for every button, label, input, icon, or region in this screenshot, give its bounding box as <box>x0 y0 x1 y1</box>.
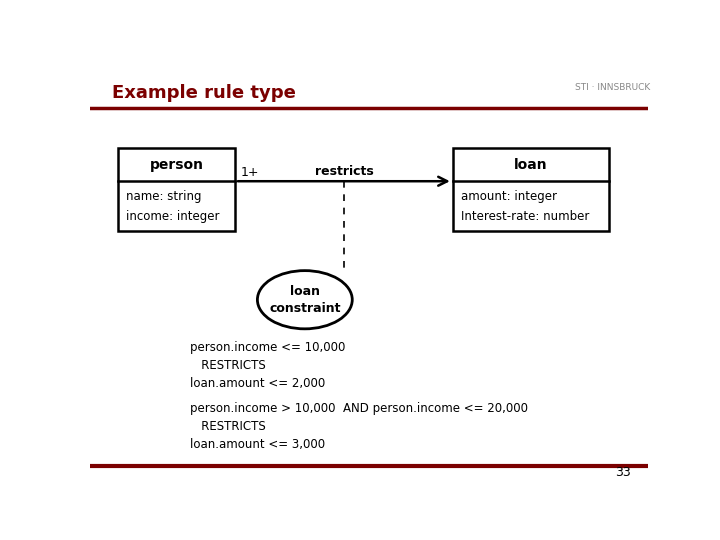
Text: person: person <box>150 158 204 172</box>
Text: name: string
income: integer: name: string income: integer <box>126 190 220 222</box>
Bar <box>118 148 235 231</box>
Text: person.income <= 10,000
   RESTRICTS
loan.amount <= 2,000: person.income <= 10,000 RESTRICTS loan.a… <box>190 341 346 390</box>
Ellipse shape <box>258 271 352 329</box>
Text: 33: 33 <box>616 465 631 478</box>
Text: Example rule type: Example rule type <box>112 84 296 102</box>
Text: 1+: 1+ <box>240 166 259 179</box>
Text: loan: loan <box>514 158 548 172</box>
Text: STI · INNSBRUCK: STI · INNSBRUCK <box>575 83 651 92</box>
Text: person.income > 10,000  AND person.income <= 20,000
   RESTRICTS
loan.amount <= : person.income > 10,000 AND person.income… <box>190 402 528 450</box>
Text: amount: integer
Interest-rate: number: amount: integer Interest-rate: number <box>461 190 590 222</box>
Text: restricts: restricts <box>315 165 373 178</box>
Bar <box>453 148 609 231</box>
Text: i: i <box>559 22 567 43</box>
Text: loan
constraint: loan constraint <box>269 285 341 315</box>
